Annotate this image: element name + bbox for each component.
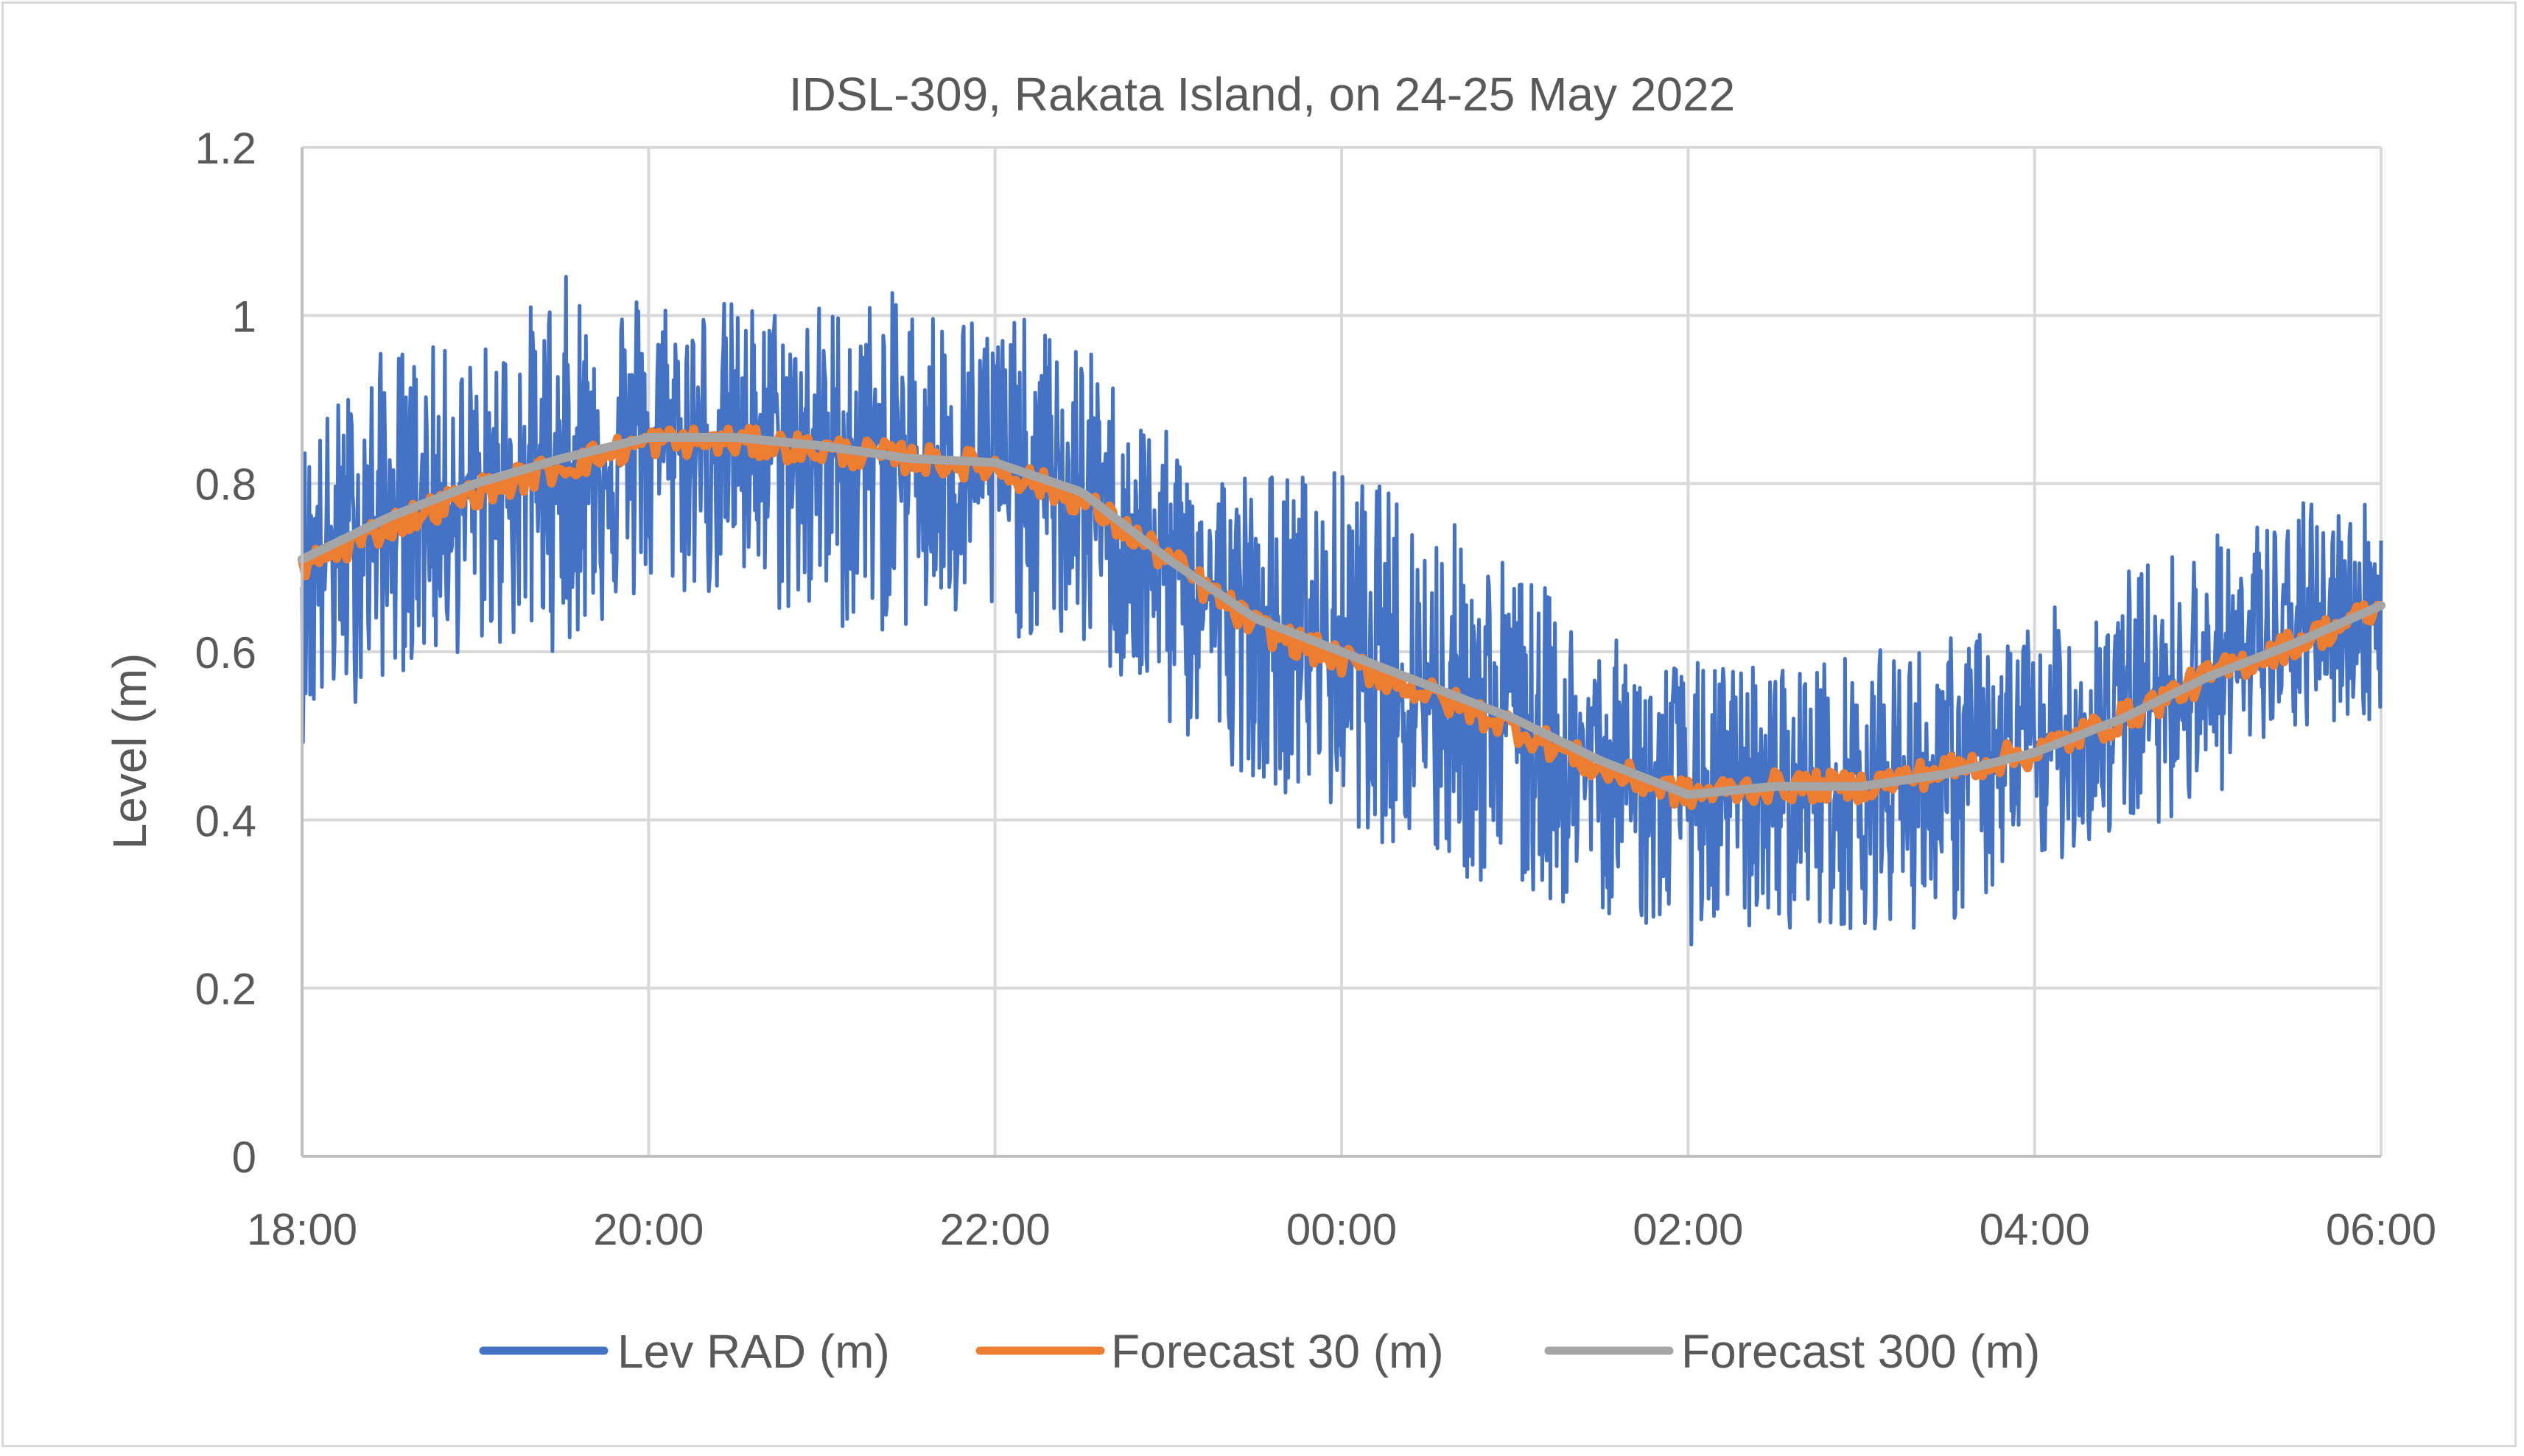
y-tick-label: 0.4 <box>195 796 256 845</box>
x-tick-label: 06:00 <box>2326 1205 2436 1254</box>
y-tick-label: 0.6 <box>195 628 256 678</box>
y-tick-label: 0 <box>232 1133 256 1182</box>
y-tick-label: 0.2 <box>195 965 256 1014</box>
series-line-lev-rad <box>300 275 2383 947</box>
x-tick-label: 22:00 <box>940 1205 1051 1254</box>
legend-item-lev-rad: Lev RAD (m) <box>479 1325 890 1378</box>
legend-label-lev-rad: Lev RAD (m) <box>617 1325 890 1378</box>
x-tick-label: 00:00 <box>1286 1205 1397 1254</box>
legend-item-forecast-300: Forecast 300 (m) <box>1544 1325 2040 1378</box>
legend-label-forecast-30: Forecast 30 (m) <box>1111 1325 1444 1378</box>
x-tick-label: 18:00 <box>247 1205 357 1254</box>
legend: Lev RAD (m) Forecast 30 (m) Forecast 300… <box>479 1325 2040 1378</box>
y-axis-title: Level (m) <box>103 653 156 850</box>
legend-label-forecast-300: Forecast 300 (m) <box>1681 1325 2040 1378</box>
x-tick-label: 04:00 <box>1980 1205 2090 1254</box>
series-area <box>298 275 2385 947</box>
series-line-forecast-300 <box>298 432 2385 800</box>
x-tick-label: 20:00 <box>593 1205 704 1254</box>
y-tick-label: 0.8 <box>195 460 256 510</box>
x-tick-label: 02:00 <box>1633 1205 1743 1254</box>
chart-title: IDSL-309, Rakata Island, on 24-25 May 20… <box>789 68 1735 121</box>
legend-item-forecast-30: Forecast 30 (m) <box>975 1325 1444 1378</box>
axes: 0 0.2 0.4 0.6 0.8 1 1.2 18:00 20:00 22:00 00:00 02:… <box>195 124 2437 1254</box>
y-tick-label: 1 <box>232 292 256 341</box>
y-tick-label: 1.2 <box>195 124 256 173</box>
